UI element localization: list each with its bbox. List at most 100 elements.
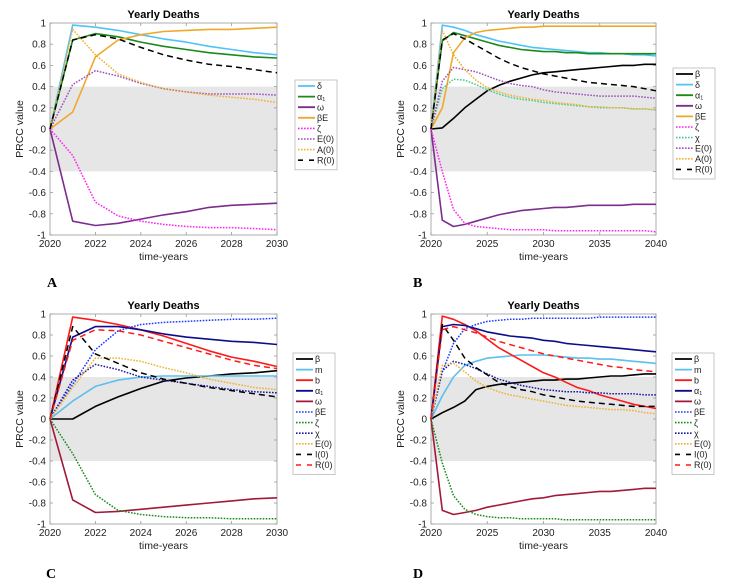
x-tick-label: 2020 <box>420 239 443 250</box>
x-tick-label: 2028 <box>220 239 243 250</box>
x-tick-label: 2030 <box>532 528 555 539</box>
series-line-ζ <box>49 418 277 520</box>
y-tick-label: -0.8 <box>29 209 47 220</box>
legend-label: δ <box>317 81 322 91</box>
y-axis-label: PRCC value <box>14 100 26 158</box>
legend-label: ω <box>317 102 324 112</box>
y-tick-label: -1 <box>418 520 427 531</box>
legend-label: m <box>315 365 323 375</box>
series-line-R(0) <box>430 32 657 130</box>
legend-label: I(0) <box>694 450 708 460</box>
shaded-insignificance-band <box>50 377 277 461</box>
series-line-βE <box>430 316 656 420</box>
series-line-α₁ <box>49 325 278 420</box>
x-tick-label: 2022 <box>84 239 107 250</box>
series-line-ω <box>49 128 278 227</box>
y-tick-label: -0.4 <box>410 167 428 178</box>
legend-label: χ <box>315 428 320 438</box>
y-tick-label: -0.4 <box>410 457 428 468</box>
series-line-ζ <box>430 128 657 233</box>
y-tick-label: -0.8 <box>410 499 428 510</box>
series-line-ζ <box>430 418 656 521</box>
y-tick-label: 1 <box>40 310 46 321</box>
legend-label: βE <box>317 113 328 123</box>
legend-label: R(0) <box>694 460 712 470</box>
x-axis-label: time-years <box>139 251 188 263</box>
legend-label: β <box>695 69 700 79</box>
series-line-δ <box>49 24 278 130</box>
shaded-insignificance-band <box>50 86 277 172</box>
series-line-m <box>430 354 657 420</box>
legend-label: b <box>694 375 699 385</box>
legend-label: χ <box>694 428 699 438</box>
x-tick-label: 2024 <box>130 239 153 250</box>
y-tick-label: 0.4 <box>32 82 46 93</box>
legend-label: χ <box>695 133 700 143</box>
legend-label: m <box>694 365 702 375</box>
legend-label: α₁ <box>694 386 702 396</box>
y-tick-label: 0.2 <box>413 394 427 405</box>
panel-b: -1 -0.8 -0.6 -0.4 -0.2 0 0.2 0.4 0.6 0.8 1 2020 2025… <box>395 9 716 291</box>
y-tick-label: -0.4 <box>29 167 47 178</box>
x-tick-label: 2030 <box>266 528 289 539</box>
legend-label: E(0) <box>315 439 332 449</box>
legend-label: ζ <box>317 124 321 134</box>
x-tick-label: 2040 <box>645 239 668 250</box>
panel-c: -1 -0.8 -0.6 -0.4 -0.2 0 0.2 0.4 0.6 0.8 1 2020 2022… <box>14 300 336 582</box>
y-tick-label: 0 <box>40 415 46 426</box>
y-tick-label: 0 <box>421 125 427 136</box>
y-tick-label: -1 <box>418 231 427 242</box>
legend-label: ω <box>694 397 701 407</box>
chart-title: Yearly Deaths <box>127 9 199 21</box>
y-tick-label: -1 <box>37 231 46 242</box>
y-axis-label: PRCC value <box>14 390 26 448</box>
x-tick-label: 2030 <box>532 239 555 250</box>
x-tick-label: 2026 <box>175 528 198 539</box>
legend-label: R(0) <box>317 155 335 165</box>
chart-title: Yearly Deaths <box>507 9 579 21</box>
legend-label: A(0) <box>317 145 334 155</box>
legend-label: β <box>694 354 699 364</box>
x-tick-label: 2025 <box>476 239 499 250</box>
y-tick-label: 0.2 <box>32 394 46 405</box>
shaded-insignificance-band <box>431 86 656 172</box>
y-tick-label: -0.6 <box>29 478 47 489</box>
y-tick-label: 1 <box>421 19 427 30</box>
y-tick-label: 0.4 <box>32 373 46 384</box>
legend-label: ω <box>695 101 702 111</box>
legend-label: ζ <box>315 418 319 428</box>
legend-label: δ <box>695 80 700 90</box>
legend-label: α₁ <box>317 92 325 102</box>
y-tick-label: 0.4 <box>413 82 427 93</box>
y-tick-label: -0.4 <box>29 457 47 468</box>
series-line-b <box>49 316 278 420</box>
series-line-βE <box>430 25 656 130</box>
series-line-χ <box>430 360 656 420</box>
y-tick-label: 0.8 <box>413 331 427 342</box>
legend-label: α₁ <box>695 90 703 100</box>
legend-label: β <box>315 354 320 364</box>
series-line-R(0) <box>49 329 278 420</box>
y-tick-label: -0.6 <box>410 478 428 489</box>
y-tick-label: 0.6 <box>413 61 427 72</box>
x-tick-label: 2024 <box>130 528 153 539</box>
panel-letter: D <box>413 567 423 582</box>
series-line-χ <box>49 363 278 420</box>
legend-label: ζ <box>695 122 699 132</box>
y-tick-label: -1 <box>37 520 46 531</box>
series-line-β <box>430 373 656 420</box>
shaded-insignificance-band <box>431 377 656 461</box>
legend-label: α₁ <box>315 386 323 396</box>
chart-title: Yearly Deaths <box>127 300 199 312</box>
series-line-ω <box>430 128 656 228</box>
series-line-m <box>49 375 277 420</box>
series-line-I(0) <box>49 325 278 420</box>
y-tick-label: -0.2 <box>410 436 428 447</box>
legend-label: E(0) <box>694 439 711 449</box>
panel-a: -1 -0.8 -0.6 -0.4 -0.2 0 0.2 0.4 0.6 0.8 1 2020 2022… <box>14 9 338 291</box>
x-tick-label: 2035 <box>589 528 612 539</box>
